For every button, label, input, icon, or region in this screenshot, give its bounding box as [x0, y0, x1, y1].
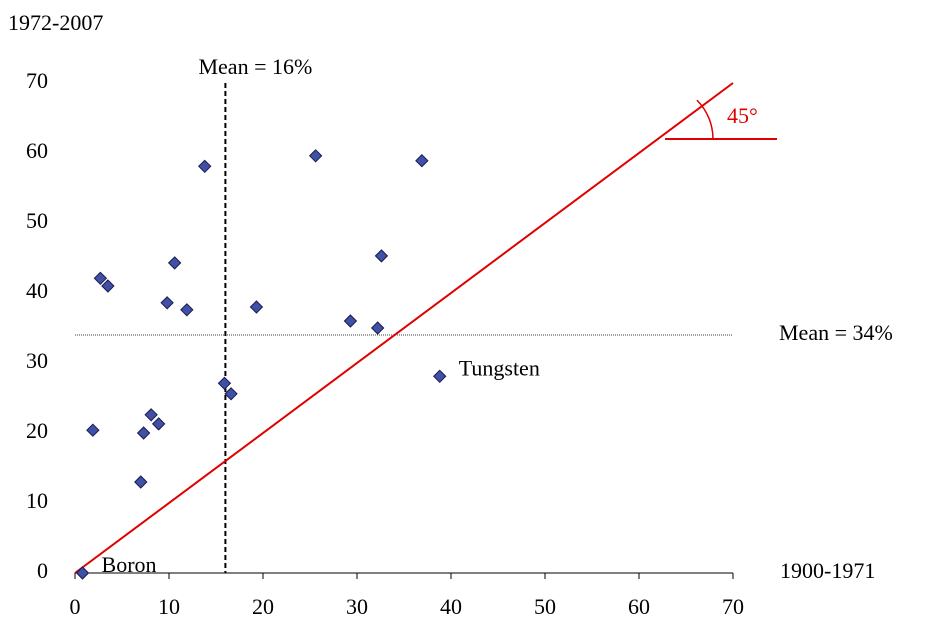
- point: [160, 296, 174, 310]
- point: [224, 387, 238, 401]
- y-tick-label: 30: [26, 348, 48, 373]
- x-tick-label: 10: [158, 594, 180, 619]
- y-tick-label: 70: [26, 68, 48, 93]
- point: [433, 369, 447, 384]
- x-tick-label: 70: [722, 594, 744, 619]
- point: [134, 475, 148, 489]
- point: [93, 271, 108, 286]
- x-tick-label: 50: [534, 594, 556, 619]
- y-tick-label: 20: [26, 418, 48, 443]
- y-axis-label: 1972-2007: [8, 10, 103, 35]
- y-tick-label: 0: [37, 558, 48, 583]
- y-tick-label: 10: [26, 488, 48, 513]
- y-tick-label: 50: [26, 208, 48, 233]
- diagonal-line: [74, 82, 734, 574]
- angle-arc: [696, 99, 714, 140]
- point: [343, 314, 358, 328]
- x-axis-label: 1900-1971: [780, 558, 875, 583]
- point: [374, 249, 389, 263]
- point: [86, 423, 100, 437]
- x-tick-label: 40: [440, 594, 462, 619]
- mean-y-label: Mean = 34%: [779, 320, 893, 345]
- y-tick-label: 40: [26, 278, 48, 303]
- x-tick-label: 20: [252, 594, 274, 619]
- point: [144, 408, 158, 422]
- point: [101, 279, 115, 293]
- mean-x-label: Mean = 16%: [198, 54, 312, 79]
- point: [151, 417, 166, 431]
- angle-label: 45°: [727, 103, 758, 128]
- point: [308, 149, 323, 163]
- point-label: Tungsten: [459, 355, 540, 380]
- x-tick-label: 60: [628, 594, 650, 619]
- point: [198, 159, 212, 174]
- point: [180, 303, 194, 317]
- point: [249, 300, 264, 314]
- point: [75, 566, 90, 580]
- point: [136, 426, 151, 440]
- point: [370, 321, 385, 335]
- x-tick-label: 0: [70, 594, 81, 619]
- point: [217, 376, 232, 391]
- x-tick-label: 30: [346, 594, 368, 619]
- point: [167, 256, 182, 270]
- point: [415, 153, 429, 168]
- y-tick-label: 60: [26, 138, 48, 163]
- point-label: Boron: [102, 552, 157, 577]
